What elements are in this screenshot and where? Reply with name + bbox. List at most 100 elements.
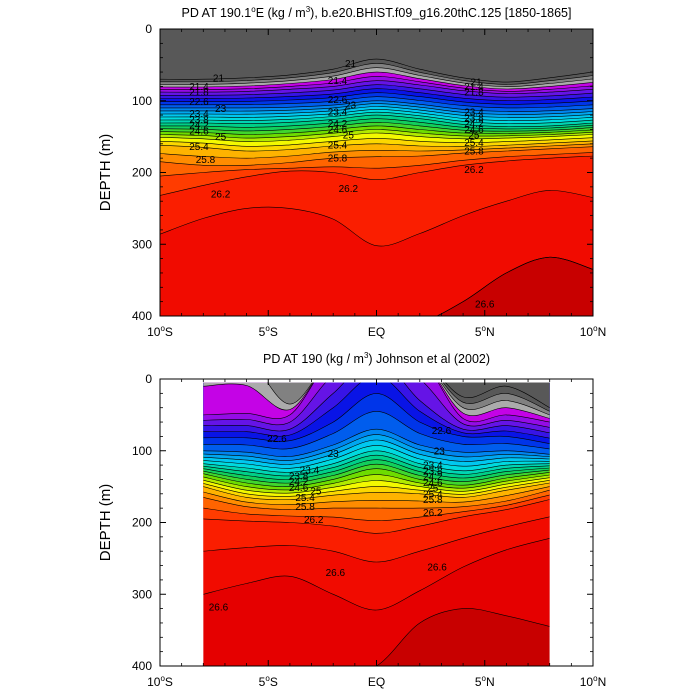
contour-label: 23 — [345, 101, 357, 112]
contour-label: 25 — [343, 131, 355, 142]
contour-label: 26.6 — [427, 562, 447, 573]
contour-line — [203, 382, 550, 419]
contour-line — [203, 468, 550, 488]
contour-label: 26.6 — [326, 568, 346, 579]
contour-line — [160, 125, 593, 135]
contour-line — [160, 106, 593, 118]
y-tick-label: 100 — [132, 94, 152, 108]
contour-label: 25.8 — [196, 155, 216, 166]
contour-line — [203, 486, 550, 505]
contour-label: 25.8 — [423, 495, 443, 506]
contour-line — [203, 439, 550, 465]
x-tick-label: EQ — [368, 675, 385, 689]
contour-label: 25.4 — [189, 142, 209, 153]
contour-line — [267, 382, 550, 416]
contour-line — [160, 63, 593, 85]
y-tick-label: 200 — [132, 516, 152, 530]
contour-line — [160, 103, 593, 115]
contour-label: 26.2 — [339, 184, 359, 195]
contour-label: 25.8 — [464, 146, 484, 157]
contour-label: 25 — [215, 132, 227, 143]
contour-band — [160, 29, 593, 83]
contour-line — [203, 454, 550, 477]
contour-line — [203, 382, 550, 439]
x-tick-label: 5oS — [259, 674, 278, 689]
chart-title: PD AT 190.1oE (kg / m3), b.e20.BHIST.f09… — [182, 5, 572, 20]
contour-label: 25 — [310, 486, 322, 497]
contour-line — [160, 76, 593, 92]
contour-line — [160, 118, 593, 130]
contour-line — [203, 450, 550, 473]
contour-label: 23 — [328, 449, 340, 460]
contour-line — [160, 129, 593, 139]
contour-label: 23.8 — [423, 466, 443, 477]
contour-label: 25.4 — [295, 493, 315, 504]
contour-line — [203, 410, 550, 450]
contour-label: 25.8 — [328, 154, 348, 165]
contour-line — [445, 382, 550, 408]
contour-label: 25.8 — [295, 502, 315, 513]
y-tick-label: 100 — [132, 444, 152, 458]
y-tick-label: 300 — [132, 237, 152, 251]
contour-label: 22.6 — [432, 426, 452, 437]
contour-label: 23.8 — [189, 115, 209, 126]
contour-line — [160, 100, 593, 112]
contour-line — [160, 146, 593, 167]
contour-line — [160, 88, 593, 102]
contour-line — [203, 382, 550, 434]
contour-line — [203, 474, 550, 491]
contour-label: 24.6 — [289, 483, 309, 494]
contour-line — [160, 58, 593, 83]
contour-label: 24.2 — [189, 121, 209, 132]
x-tick-label: 10oS — [147, 324, 173, 339]
contour-label: 24.2 — [423, 472, 443, 483]
contour-label: 23.4 — [464, 108, 484, 119]
contour-line — [375, 608, 550, 666]
contour-line — [436, 256, 593, 316]
y-tick-label: 0 — [145, 372, 152, 386]
contour-line — [203, 480, 550, 497]
contour-line — [160, 109, 593, 121]
contour-label: 24.6 — [423, 478, 443, 489]
contour-line — [160, 137, 593, 147]
contour-label: 25 — [427, 484, 439, 495]
x-tick-label: 5oN — [475, 674, 495, 689]
contour-line — [160, 71, 593, 90]
contour-label: 26.2 — [211, 190, 231, 201]
contour-label: 24.6 — [464, 125, 484, 136]
contour-band — [445, 382, 550, 408]
y-tick-label: 400 — [132, 309, 152, 323]
x-tick-label: 5oN — [475, 324, 495, 339]
contour-label: 21.8 — [464, 88, 484, 99]
x-tick-label: 10oN — [580, 324, 606, 339]
contour-label: 25 — [468, 131, 480, 142]
contour-label: 26.6 — [209, 603, 229, 614]
contour-line — [203, 459, 550, 480]
contour-label: 25.4 — [423, 489, 443, 500]
contour-line — [160, 152, 593, 177]
contour-label: 24.2 — [289, 477, 309, 488]
contour-line — [203, 499, 550, 534]
contour-line — [160, 111, 593, 124]
contour-line — [160, 80, 593, 94]
y-axis-label: DEPTH (m) — [97, 134, 114, 212]
y-tick-label: 200 — [132, 166, 152, 180]
y-tick-label: 400 — [132, 659, 152, 673]
x-tick-label: EQ — [368, 325, 385, 339]
contour-label: 23.4 — [328, 108, 348, 119]
contour-line — [203, 482, 550, 500]
contour-line — [203, 382, 550, 428]
contour-line — [160, 140, 593, 152]
contour-label: 23.4 — [423, 461, 443, 472]
x-tick-label: 10oS — [147, 674, 173, 689]
contour-line — [203, 538, 550, 611]
contour-label: 25.4 — [328, 141, 348, 152]
contour-label: 21 — [213, 73, 225, 84]
contour-line — [160, 155, 593, 196]
contour-label: 24.6 — [189, 126, 209, 137]
contour-label: 25.4 — [464, 138, 484, 149]
